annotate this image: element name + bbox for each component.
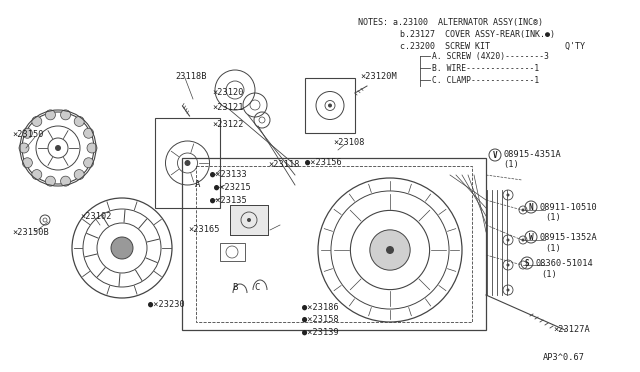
Text: (1): (1)	[545, 213, 561, 222]
Text: ×23150B: ×23150B	[12, 228, 49, 237]
Circle shape	[22, 128, 33, 138]
Circle shape	[84, 128, 93, 138]
Text: NOTES: a.23100  ALTERNATOR ASSY(INC®): NOTES: a.23100 ALTERNATOR ASSY(INC®)	[358, 18, 543, 27]
Text: ×23150: ×23150	[12, 130, 44, 139]
Bar	[220, 243, 245, 261]
Text: (1): (1)	[545, 244, 561, 253]
Circle shape	[506, 238, 509, 241]
Text: ●×23186: ●×23186	[302, 303, 339, 312]
Circle shape	[19, 143, 29, 153]
Circle shape	[506, 193, 509, 196]
Text: B. WIRE--------------1: B. WIRE--------------1	[432, 64, 540, 73]
Circle shape	[111, 237, 133, 259]
Text: C: C	[254, 283, 259, 292]
Circle shape	[22, 158, 33, 168]
Bar	[305, 78, 355, 133]
Text: 08915-4351A: 08915-4351A	[503, 150, 561, 159]
Circle shape	[74, 116, 84, 126]
Text: ×23121: ×23121	[212, 103, 243, 112]
Text: B: B	[232, 283, 237, 292]
Text: ×23120M: ×23120M	[360, 72, 397, 81]
Text: (1): (1)	[503, 160, 519, 169]
Text: C. CLAMP-------------1: C. CLAMP-------------1	[432, 76, 540, 85]
Text: AP3^0.67: AP3^0.67	[543, 353, 585, 362]
Text: V: V	[493, 151, 497, 160]
Text: ×23122: ×23122	[212, 120, 243, 129]
Circle shape	[506, 263, 509, 266]
Circle shape	[247, 218, 251, 222]
Text: A: A	[195, 180, 200, 189]
Circle shape	[370, 230, 410, 270]
Text: 23118B: 23118B	[175, 72, 207, 81]
Text: ●×23133: ●×23133	[210, 170, 247, 179]
Text: ×23120: ×23120	[212, 88, 243, 97]
Bar	[230, 205, 268, 235]
Circle shape	[386, 246, 394, 254]
Circle shape	[45, 110, 56, 120]
Text: ●×23215: ●×23215	[214, 183, 251, 192]
Text: ●×23156: ●×23156	[305, 158, 342, 167]
Text: 08911-10510: 08911-10510	[539, 203, 596, 212]
Circle shape	[87, 143, 97, 153]
Circle shape	[61, 110, 70, 120]
Text: ●×23230: ●×23230	[148, 300, 185, 309]
Circle shape	[522, 238, 525, 241]
Text: W: W	[529, 232, 533, 241]
Text: S: S	[525, 259, 529, 267]
Circle shape	[45, 176, 56, 186]
Circle shape	[84, 158, 93, 168]
Text: 08360-51014: 08360-51014	[535, 259, 593, 268]
Text: ×23108: ×23108	[333, 138, 365, 147]
Circle shape	[522, 208, 525, 212]
Circle shape	[506, 289, 509, 292]
Text: A. SCREW (4X20)--------3: A. SCREW (4X20)--------3	[432, 52, 549, 61]
Circle shape	[32, 170, 42, 180]
Text: b.23127  COVER ASSY-REAR(INK.●): b.23127 COVER ASSY-REAR(INK.●)	[400, 30, 555, 39]
Bar	[155, 118, 220, 208]
Text: ×23118: ×23118	[268, 160, 300, 169]
Bar	[182, 158, 486, 330]
Circle shape	[74, 170, 84, 180]
Circle shape	[184, 160, 191, 166]
Text: (1): (1)	[541, 270, 557, 279]
Text: c.23200  SCREW KIT               Q'TY: c.23200 SCREW KIT Q'TY	[400, 42, 585, 51]
Text: ●×23135: ●×23135	[210, 196, 247, 205]
Circle shape	[32, 116, 42, 126]
Text: 08915-1352A: 08915-1352A	[539, 233, 596, 242]
Bar	[230, 205, 268, 235]
Circle shape	[61, 176, 70, 186]
Text: ×23165: ×23165	[188, 225, 220, 234]
Text: ×23102: ×23102	[80, 212, 111, 221]
Bar	[196, 166, 472, 322]
Text: N: N	[529, 202, 533, 212]
Text: ●×23158: ●×23158	[302, 315, 339, 324]
Circle shape	[55, 145, 61, 151]
Text: ●×23139: ●×23139	[302, 328, 339, 337]
Text: ×23127A: ×23127A	[553, 325, 589, 334]
Circle shape	[328, 103, 332, 108]
